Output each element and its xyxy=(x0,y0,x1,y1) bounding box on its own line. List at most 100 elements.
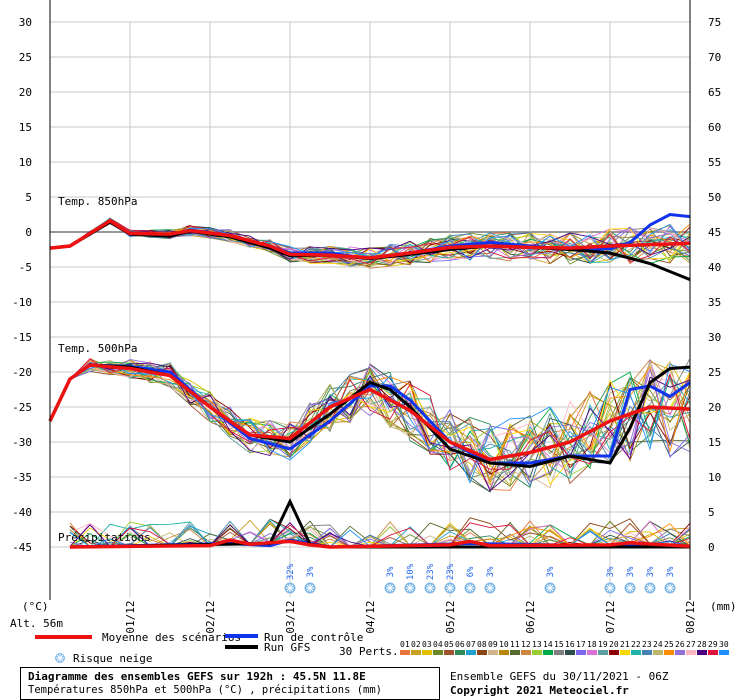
altitude: Alt. 56m xyxy=(10,617,63,630)
snowflake-icon-arms xyxy=(286,584,294,592)
member-line xyxy=(49,360,691,479)
x-tick-label: 01/12 xyxy=(124,600,137,633)
pert-id-label: 16 xyxy=(565,640,575,649)
pert-id-label: 21 xyxy=(620,640,630,649)
left-tick-label: 0 xyxy=(25,226,32,239)
x-tick-label: 03/12 xyxy=(284,600,297,633)
left-tick-label: 15 xyxy=(19,121,32,134)
perts-label: 30 Perts. xyxy=(339,645,399,658)
right-tick-label: 5 xyxy=(708,506,715,519)
snowflake-icon xyxy=(484,582,496,594)
snowflake-icon xyxy=(624,582,636,594)
pert-id-label: 27 xyxy=(686,640,696,649)
left-tick-label: -10 xyxy=(12,296,32,309)
x-tick-label: 07/12 xyxy=(604,600,617,633)
x-tick-label: 02/12 xyxy=(204,600,217,633)
pert-swatch xyxy=(477,650,487,655)
pert-swatch xyxy=(576,650,586,655)
snowflake-icon xyxy=(664,582,676,594)
pert-id-label: 02 xyxy=(411,640,421,649)
pert-swatch xyxy=(587,650,597,655)
pert-id-label: 11 xyxy=(510,640,520,649)
snow-risk-pct: 3% xyxy=(626,566,636,577)
pert-id-label: 26 xyxy=(675,640,685,649)
snow-risk-pct: 3% xyxy=(606,566,616,577)
pert-swatch xyxy=(455,650,465,655)
pert-swatch xyxy=(719,650,729,655)
pert-id-label: 30 xyxy=(719,640,729,649)
snowflake-icon-arms xyxy=(466,584,474,592)
right-tick-label: 25 xyxy=(708,366,721,379)
pert-id-label: 13 xyxy=(532,640,542,649)
pert-swatch xyxy=(411,650,421,655)
snowflake-icon-arms xyxy=(446,584,454,592)
pert-id-label: 20 xyxy=(609,640,619,649)
pert-id-label: 15 xyxy=(554,640,564,649)
snowflake-icon-arms xyxy=(306,584,314,592)
x-tick-label: 04/12 xyxy=(364,600,377,633)
snow-risk-pct: 3% xyxy=(546,566,556,577)
pert-swatch xyxy=(400,650,410,655)
left-tick-label: 5 xyxy=(25,191,32,204)
pert-id-label: 14 xyxy=(543,640,553,649)
snow-risk-pct: 23% xyxy=(446,563,456,580)
left-tick-label: -25 xyxy=(12,401,32,414)
snow-risk-pct: 23% xyxy=(426,563,436,580)
legend-gfs-label: Run GFS xyxy=(264,641,310,654)
pert-swatch xyxy=(433,650,443,655)
right-tick-label: 45 xyxy=(708,226,721,239)
snow-risk-pct: 10% xyxy=(406,563,416,580)
x-tick-label: 06/12 xyxy=(524,600,537,633)
snow-risk-markers: 32% 3% 3% 10% 23% 23% 6% 3% 3% 3% 3% 3% 3% xyxy=(284,563,676,594)
snowflake-icon xyxy=(404,582,416,594)
snowflake-icon-arms xyxy=(406,584,414,592)
pert-id-label: 22 xyxy=(631,640,641,649)
legend-snow-label: Risque neige xyxy=(73,652,152,665)
snow-risk-pct: 3% xyxy=(666,566,676,577)
snow-risk-pct: 3% xyxy=(646,566,656,577)
pert-swatch xyxy=(631,650,641,655)
snowflake-icon xyxy=(304,582,316,594)
snowflake-icon xyxy=(384,582,396,594)
pert-id-label: 19 xyxy=(598,640,608,649)
right-unit: (mm) xyxy=(710,600,737,613)
pert-id-label: 08 xyxy=(477,640,487,649)
pert-id-label: 12 xyxy=(521,640,531,649)
x-tick-label: 05/12 xyxy=(444,600,457,633)
chart-axes: 302520151050-5-10-15-20-25-30-35-40-4575… xyxy=(12,0,721,634)
right-tick-label: 60 xyxy=(708,121,721,134)
footer-subtitle: Températures 850hPa et 500hPa (°C) , pré… xyxy=(28,684,383,696)
pert-id-label: 17 xyxy=(576,640,586,649)
chart-grid xyxy=(50,21,691,597)
snowflake-icon-arms xyxy=(626,584,634,592)
pert-swatch xyxy=(510,650,520,655)
pert-swatch xyxy=(686,650,696,655)
snowflake-icon xyxy=(644,582,656,594)
pert-swatch xyxy=(422,650,432,655)
pert-swatch xyxy=(565,650,575,655)
snowflake-icon xyxy=(464,582,476,594)
pert-id-label: 05 xyxy=(444,640,454,649)
snowflake-icon-arms xyxy=(546,584,554,592)
left-tick-label: -40 xyxy=(12,506,32,519)
member-line xyxy=(49,362,691,492)
snowflake-icon-arms xyxy=(606,584,614,592)
footer-run: Ensemble GEFS du 30/11/2021 - 06Z xyxy=(450,670,669,683)
pert-id-label: 04 xyxy=(433,640,443,649)
right-tick-label: 20 xyxy=(708,401,721,414)
series-line-t500 xyxy=(48,363,691,465)
left-tick-label: -20 xyxy=(12,366,32,379)
pert-id-label: 07 xyxy=(466,640,476,649)
pert-id-label: 06 xyxy=(455,640,465,649)
left-tick-label: -15 xyxy=(12,331,32,344)
pert-swatch xyxy=(543,650,553,655)
x-tick-label: 08/12 xyxy=(684,600,697,633)
left-unit: (°C) xyxy=(22,600,49,613)
snowflake-icon-arms xyxy=(386,584,394,592)
left-tick-label: -5 xyxy=(19,261,32,274)
perturbation-legend: 01 02 03 04 05 06 07 08 09 10 11 12 13 14 15 16 17 18 19 20… xyxy=(400,640,729,655)
right-tick-label: 40 xyxy=(708,261,721,274)
pert-id-label: 10 xyxy=(499,640,509,649)
pert-swatch xyxy=(675,650,685,655)
